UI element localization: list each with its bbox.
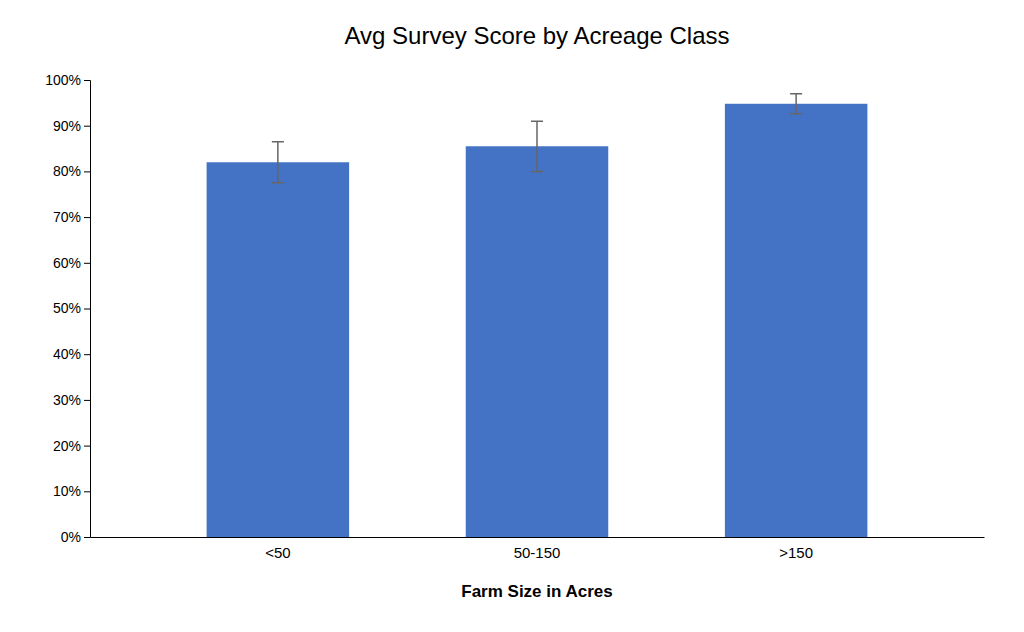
- y-tick-label: 100%: [45, 72, 81, 88]
- y-tick-mark: [84, 537, 90, 538]
- bar: [466, 146, 609, 537]
- y-tick-label: 0%: [61, 529, 81, 545]
- y-tick-mark: [84, 171, 90, 172]
- y-tick-mark: [84, 400, 90, 401]
- y-axis-line: [84, 81, 91, 538]
- y-tick-label: 10%: [53, 483, 81, 499]
- marks: [207, 94, 868, 537]
- y-tick-label: 40%: [53, 346, 81, 362]
- y-tick: 50%: [53, 300, 90, 316]
- plot: 0% 10% 20% 30% 40% 50% 60% 70% 80% 90% 100% <50 50-1…: [45, 72, 984, 561]
- y-tick-mark: [84, 446, 90, 447]
- y-tick: 60%: [53, 255, 90, 271]
- y-tick-label: 90%: [53, 118, 81, 134]
- bar: [207, 162, 350, 537]
- x-axis-title: Farm Size in Acres: [461, 582, 613, 601]
- y-tick-label: 20%: [53, 438, 81, 454]
- y-tick: 40%: [53, 346, 90, 362]
- y-tick: 30%: [53, 392, 90, 408]
- y-tick-mark: [84, 217, 90, 218]
- error-bar: [272, 142, 284, 183]
- y-tick: 10%: [53, 483, 90, 499]
- y-tick-mark: [84, 491, 90, 492]
- y-axis: 0% 10% 20% 30% 40% 50% 60% 70% 80% 90% 100%: [45, 72, 90, 545]
- chart: 0% 10% 20% 30% 40% 50% 60% 70% 80% 90% 100% <50 50-1…: [0, 0, 1024, 632]
- y-tick: 90%: [53, 118, 90, 134]
- y-tick: 0%: [61, 529, 90, 545]
- x-tick-label: <50: [265, 544, 290, 561]
- y-tick-mark: [84, 263, 90, 264]
- y-tick: 70%: [53, 209, 90, 225]
- error-bar: [790, 94, 802, 114]
- x-axis-line: [91, 537, 985, 538]
- y-tick-mark: [84, 309, 90, 310]
- y-tick: 80%: [53, 163, 90, 179]
- y-tick-mark: [84, 126, 90, 127]
- x-tick: >150: [779, 544, 813, 561]
- y-tick-label: 50%: [53, 300, 81, 316]
- error-bar: [531, 121, 543, 171]
- title: Avg Survey Score by Acreage Class: [344, 22, 729, 49]
- y-tick-label: 70%: [53, 209, 81, 225]
- y-tick-mark: [84, 80, 90, 81]
- x-axis: <50 50-150 >150: [91, 538, 985, 561]
- x-tick: 50-150: [514, 544, 561, 561]
- x-tick: <50: [265, 544, 290, 561]
- y-tick-label: 60%: [53, 255, 81, 271]
- y-tick-label: 80%: [53, 163, 81, 179]
- y-tick-mark: [84, 354, 90, 355]
- y-tick: 20%: [53, 438, 90, 454]
- y-tick: 100%: [45, 72, 90, 88]
- x-tick-label: 50-150: [514, 544, 561, 561]
- y-tick-label: 30%: [53, 392, 81, 408]
- x-tick-label: >150: [779, 544, 813, 561]
- bar: [725, 104, 868, 537]
